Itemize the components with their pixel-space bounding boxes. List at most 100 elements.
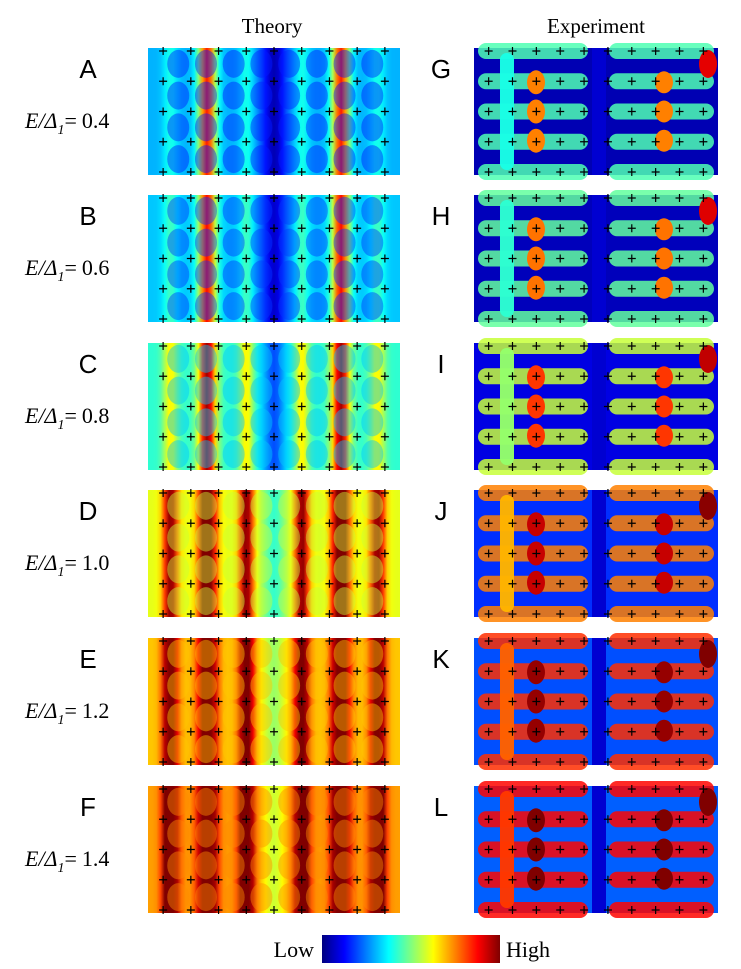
energy-symbol: E/Δ [24, 698, 57, 723]
theory-blob [278, 145, 301, 174]
experiment-blob [655, 809, 673, 832]
theory-blob [250, 851, 273, 880]
theory-blob [278, 376, 301, 405]
theory-blob [167, 260, 190, 289]
energy-equals: = [64, 108, 76, 133]
theory-blob [361, 735, 384, 764]
theory-blob [361, 523, 384, 552]
experiment-stripe [500, 643, 514, 760]
theory-blob [167, 113, 190, 142]
experiment-blob [699, 345, 717, 373]
theory-blob [333, 376, 356, 405]
theory-blob [305, 376, 328, 405]
theory-blob [333, 883, 356, 912]
theory-blob [250, 292, 273, 321]
theory-blob [194, 787, 217, 816]
theory-blob [333, 196, 356, 225]
theory-blob [305, 819, 328, 848]
theory-blob [250, 376, 273, 405]
theory-blob [222, 376, 245, 405]
panel-letter: F [80, 792, 96, 822]
experiment-gap [592, 490, 606, 617]
theory-blob [333, 145, 356, 174]
column-title: Experiment [547, 14, 645, 38]
theory-lattice [159, 194, 389, 323]
theory-blob [361, 787, 384, 816]
theory-blob [361, 408, 384, 437]
energy-symbol: E/Δ [24, 846, 57, 871]
experiment-stripe [500, 200, 514, 317]
energy-equals: = [64, 846, 76, 871]
experiment-blob [655, 366, 673, 389]
theory-blob [167, 49, 190, 78]
experiment-blob [655, 867, 673, 890]
theory-blob [278, 408, 301, 437]
theory-blob [305, 113, 328, 142]
experiment-lattice [484, 194, 708, 323]
theory-blob [250, 735, 273, 764]
experiment-band [609, 43, 714, 59]
theory-blob [194, 587, 217, 616]
theory-blob [361, 555, 384, 584]
theory-blob [278, 228, 301, 257]
experiment-blob [655, 71, 673, 94]
energy-label: E/Δ1= 1.0 [24, 550, 109, 580]
theory-blob [167, 735, 190, 764]
theory-blob [250, 491, 273, 520]
theory-blob [222, 49, 245, 78]
theory-blob [167, 851, 190, 880]
theory-blob [222, 703, 245, 732]
theory-blob [361, 344, 384, 373]
energy-label: E/Δ1= 0.8 [24, 403, 109, 433]
experiment-blob [655, 247, 673, 270]
theory-blob [361, 113, 384, 142]
theory-blob [250, 523, 273, 552]
theory-blob [222, 344, 245, 373]
theory-blob [194, 49, 217, 78]
panel-letter: I [437, 349, 444, 379]
theory-blob [278, 587, 301, 616]
theory-blob [361, 851, 384, 880]
theory-blob [361, 639, 384, 668]
energy-subscript: 1 [57, 123, 64, 138]
experiment-band [609, 164, 714, 180]
experiment-gap [592, 48, 606, 175]
theory-blob [333, 787, 356, 816]
energy-equals: = [64, 255, 76, 280]
theory-blob [305, 587, 328, 616]
experiment-blob [655, 542, 673, 565]
theory-blob [167, 787, 190, 816]
panel-letter: H [432, 201, 451, 231]
theory-blob [250, 228, 273, 257]
theory-blob [305, 555, 328, 584]
theory-blob [361, 671, 384, 700]
theory-blob [361, 440, 384, 469]
theory-blob [194, 376, 217, 405]
experiment-stripe [500, 495, 514, 612]
theory-blob [222, 292, 245, 321]
theory-blob [222, 491, 245, 520]
energy-subscript: 1 [57, 418, 64, 433]
theory-blob [305, 49, 328, 78]
theory-blob [305, 639, 328, 668]
theory-blob [222, 145, 245, 174]
experiment-blob [655, 838, 673, 861]
panel-letter: B [79, 201, 96, 231]
theory-blob [167, 523, 190, 552]
experiment-lattice [484, 47, 708, 176]
theory-blob [194, 145, 217, 174]
energy-label: E/Δ1= 1.2 [24, 698, 109, 728]
experiment-blob [655, 395, 673, 418]
experiment-lattice [484, 637, 708, 766]
theory-blob [333, 260, 356, 289]
theory-blob [305, 81, 328, 110]
theory-blob [167, 671, 190, 700]
theory-blob [361, 491, 384, 520]
energy-equals: = [64, 403, 76, 428]
theory-blob [167, 883, 190, 912]
theory-blob [250, 440, 273, 469]
experiment-blob [655, 218, 673, 241]
experiment-band [609, 633, 714, 649]
theory-blob [278, 196, 301, 225]
theory-blob [305, 735, 328, 764]
